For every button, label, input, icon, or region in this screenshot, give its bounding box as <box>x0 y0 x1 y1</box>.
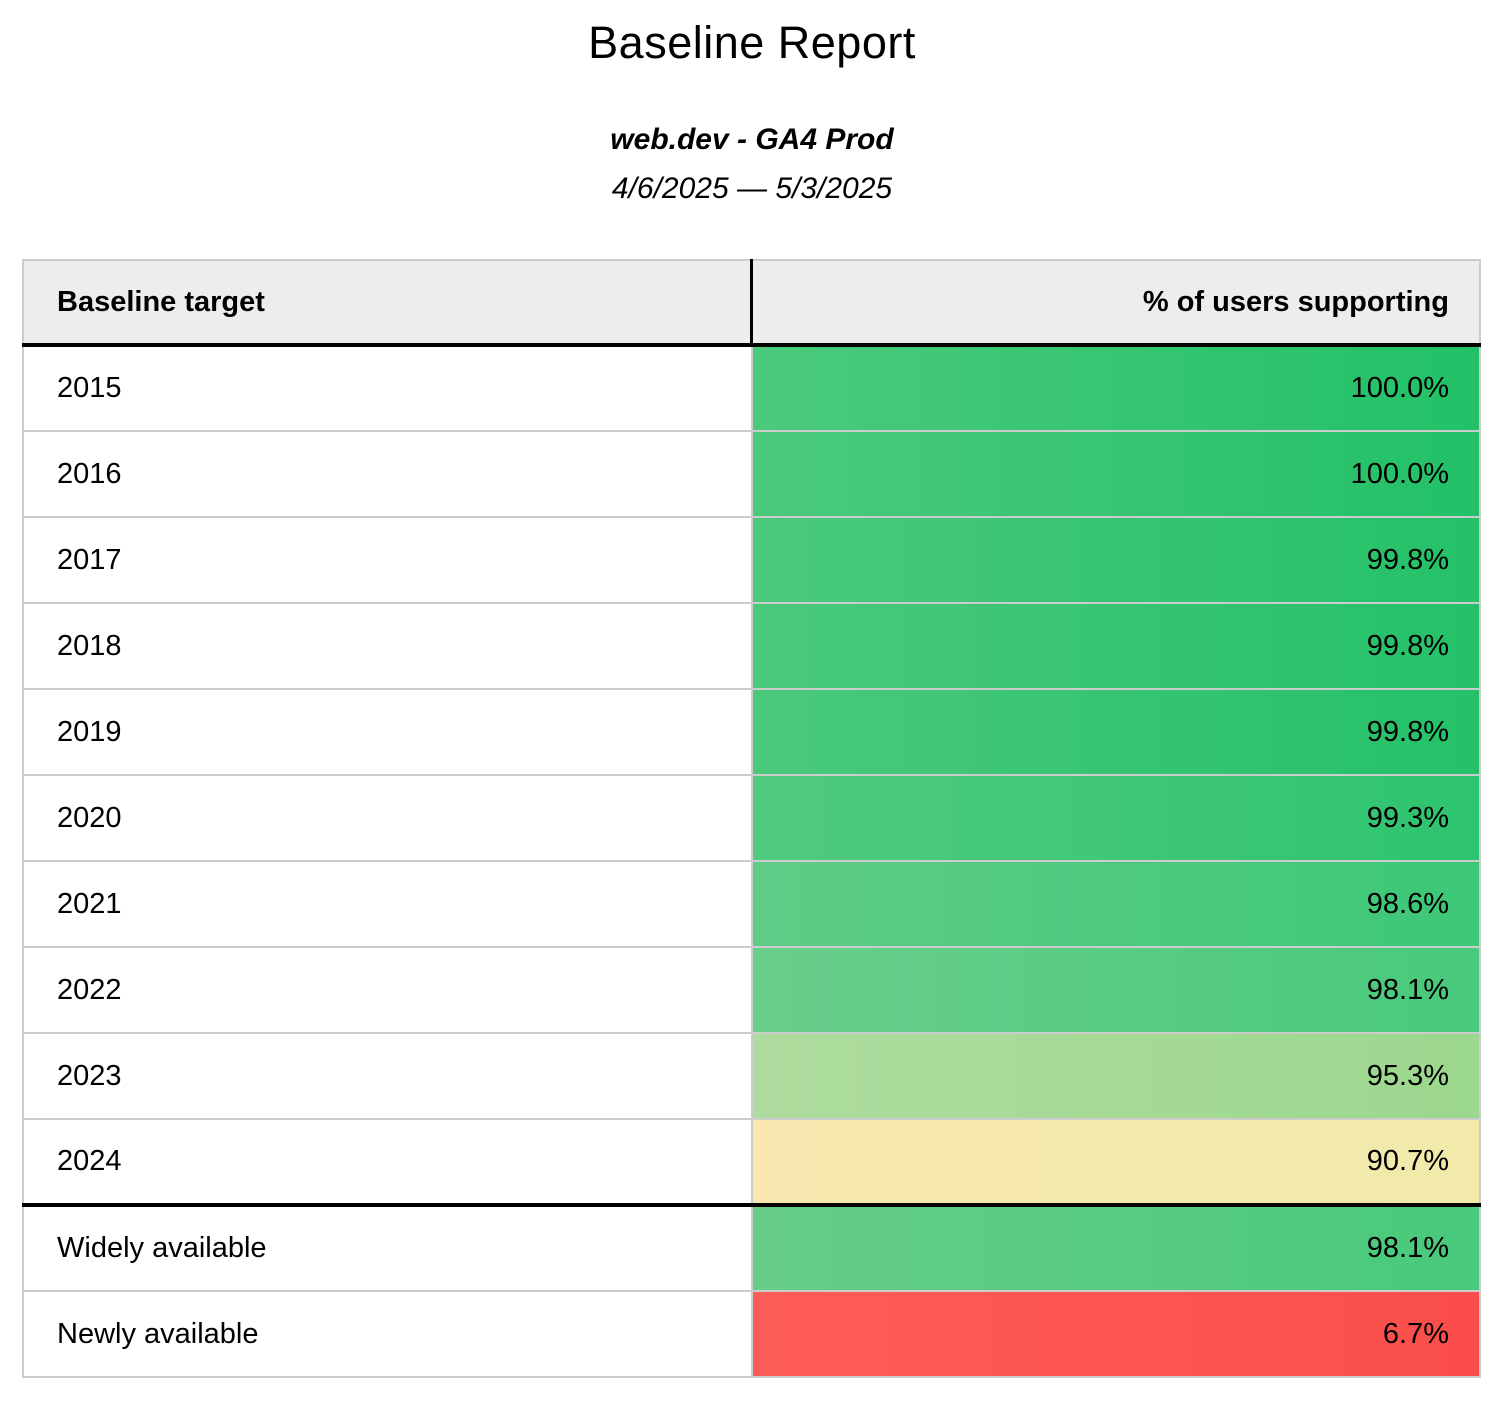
table-row: 2015 100.0% <box>23 345 1480 431</box>
baseline-target-cell: 2020 <box>23 774 753 861</box>
table-header: Baseline target % of users supporting <box>23 260 1480 347</box>
table-body-year-rows: 2015 100.0% 2016 100.0% 2017 99.8% 2018 … <box>23 345 1480 1205</box>
table-row: 2023 95.3% <box>23 1032 1480 1119</box>
percent-supporting-cell: 100.0% <box>751 430 1480 517</box>
baseline-target-cell: 2018 <box>23 602 753 689</box>
baseline-table: Baseline target % of users supporting 20… <box>22 259 1481 1378</box>
percent-supporting-cell: 99.8% <box>751 516 1480 603</box>
percent-supporting-cell: 98.1% <box>751 946 1480 1033</box>
baseline-target-cell: Newly available <box>23 1290 753 1377</box>
percent-supporting-cell: 100.0% <box>751 345 1480 431</box>
baseline-target-cell: 2022 <box>23 946 753 1033</box>
baseline-target-cell: 2023 <box>23 1032 753 1119</box>
percent-supporting-cell: 99.3% <box>751 774 1480 861</box>
table-row: 2019 99.8% <box>23 688 1480 775</box>
table-body-summary-rows: Widely available 98.1% Newly available 6… <box>23 1203 1480 1377</box>
percent-supporting-cell: 95.3% <box>751 1032 1480 1119</box>
table-row: 2018 99.8% <box>23 602 1480 689</box>
baseline-target-cell: 2021 <box>23 860 753 947</box>
table-row: 2024 90.7% <box>23 1118 1480 1205</box>
table-row: Widely available 98.1% <box>23 1203 1480 1291</box>
percent-supporting-cell: 98.6% <box>751 860 1480 947</box>
table-row: Newly available 6.7% <box>23 1290 1480 1377</box>
baseline-target-cell: 2016 <box>23 430 753 517</box>
page-title: Baseline Report <box>588 17 916 68</box>
baseline-target-cell: 2019 <box>23 688 753 775</box>
report-source-name: web.dev - GA4 Prod <box>610 123 894 156</box>
percent-supporting-cell: 90.7% <box>751 1118 1480 1205</box>
report-page: Baseline Report web.dev - GA4 Prod 4/6/2… <box>0 16 1504 1378</box>
baseline-target-cell: Widely available <box>23 1203 753 1291</box>
table-row: 2021 98.6% <box>23 860 1480 947</box>
percent-supporting-cell: 99.8% <box>751 602 1480 689</box>
percent-supporting-cell: 6.7% <box>751 1290 1480 1377</box>
percent-supporting-cell: 98.1% <box>751 1203 1480 1291</box>
table-row: 2020 99.3% <box>23 774 1480 861</box>
percent-supporting-cell: 99.8% <box>751 688 1480 775</box>
baseline-target-cell: 2024 <box>23 1118 753 1205</box>
table-row: 2017 99.8% <box>23 516 1480 603</box>
header-row: Baseline target % of users supporting <box>23 260 1480 347</box>
baseline-target-cell: 2017 <box>23 516 753 603</box>
table-row: 2022 98.1% <box>23 946 1480 1033</box>
column-header-percent-users-supporting: % of users supporting <box>751 260 1480 347</box>
report-date-range: 4/6/2025 — 5/3/2025 <box>611 172 893 205</box>
baseline-target-cell: 2015 <box>23 345 753 431</box>
column-header-baseline-target: Baseline target <box>23 260 753 347</box>
table-row: 2016 100.0% <box>23 430 1480 517</box>
